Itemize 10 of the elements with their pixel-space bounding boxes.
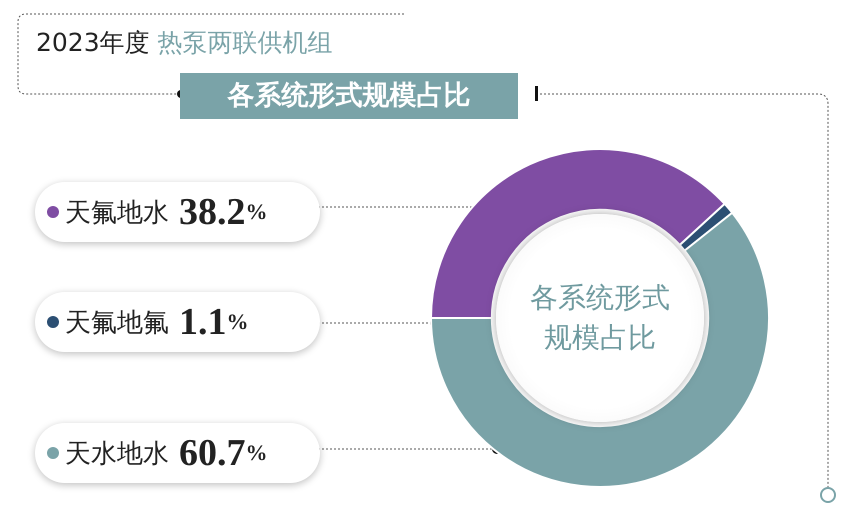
data-label: 1.1% bbox=[179, 300, 248, 344]
legend-label: 天水地水 bbox=[65, 438, 169, 470]
legend-label: 天氟地氟 bbox=[65, 306, 169, 340]
chart-title: 2023年度 bbox=[36, 28, 150, 57]
chart-subtitle: 热泵两联供机组 bbox=[158, 28, 333, 57]
legend-label: 天氟地水 bbox=[65, 196, 169, 230]
data-label: 60.7% bbox=[179, 431, 268, 475]
text: 各系统形式规模占比 bbox=[529, 280, 671, 356]
text: 各系统形式规模占比 bbox=[180, 73, 518, 119]
data-label: 38.2% bbox=[179, 190, 268, 234]
